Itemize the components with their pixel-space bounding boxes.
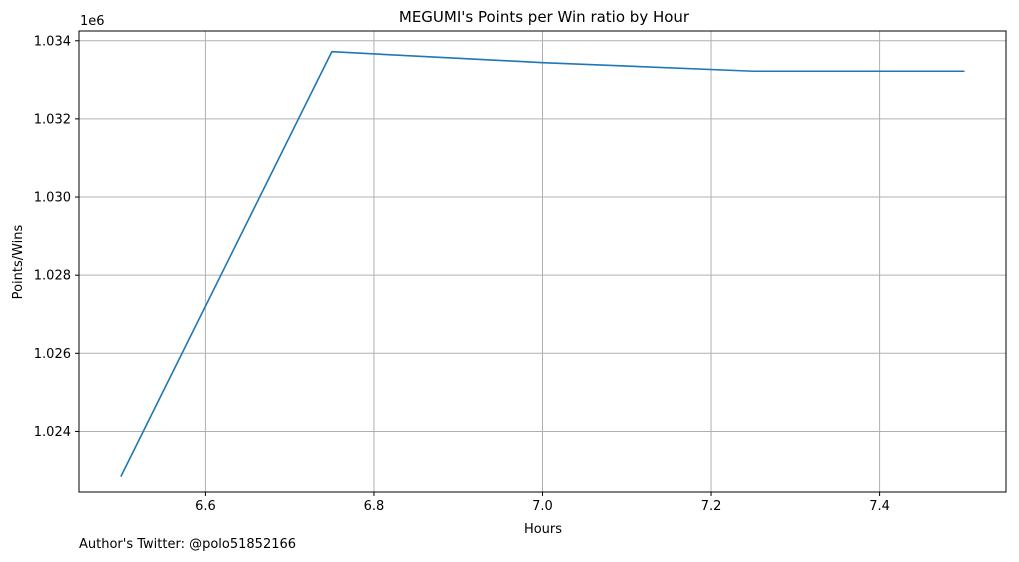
y-offset-label: 1e6 [80, 14, 105, 29]
x-tick-label: 7.0 [532, 499, 553, 514]
x-tick-label: 6.8 [364, 499, 385, 514]
ticks: 6.6 6.8 7.0 7.2 7.4 1.024 1.026 1.028 1.030 1.032… [34, 34, 890, 514]
x-tick-label: 7.2 [701, 499, 722, 514]
y-tick-label: 1.028 [34, 269, 71, 284]
y-axis-label: Points/Wins [11, 224, 26, 299]
plot-frame [78, 30, 1007, 493]
y-tick-label: 1.030 [34, 191, 71, 206]
x-tick-label: 6.6 [195, 499, 216, 514]
series-line [120, 50, 965, 477]
x-tick-label: 7.4 [869, 499, 890, 514]
chart-title: MEGUMI's Points per Win ratio by Hour [399, 8, 690, 26]
author-credit: Author's Twitter: @polo51852166 [79, 537, 297, 552]
grid [79, 31, 1006, 492]
y-tick-label: 1.032 [34, 112, 71, 127]
y-tick-label: 1.034 [34, 34, 71, 49]
y-tick-label: 1.024 [34, 425, 71, 440]
x-axis-label: Hours [524, 522, 562, 537]
series [120, 50, 965, 477]
y-tick-label: 1.026 [34, 347, 71, 362]
